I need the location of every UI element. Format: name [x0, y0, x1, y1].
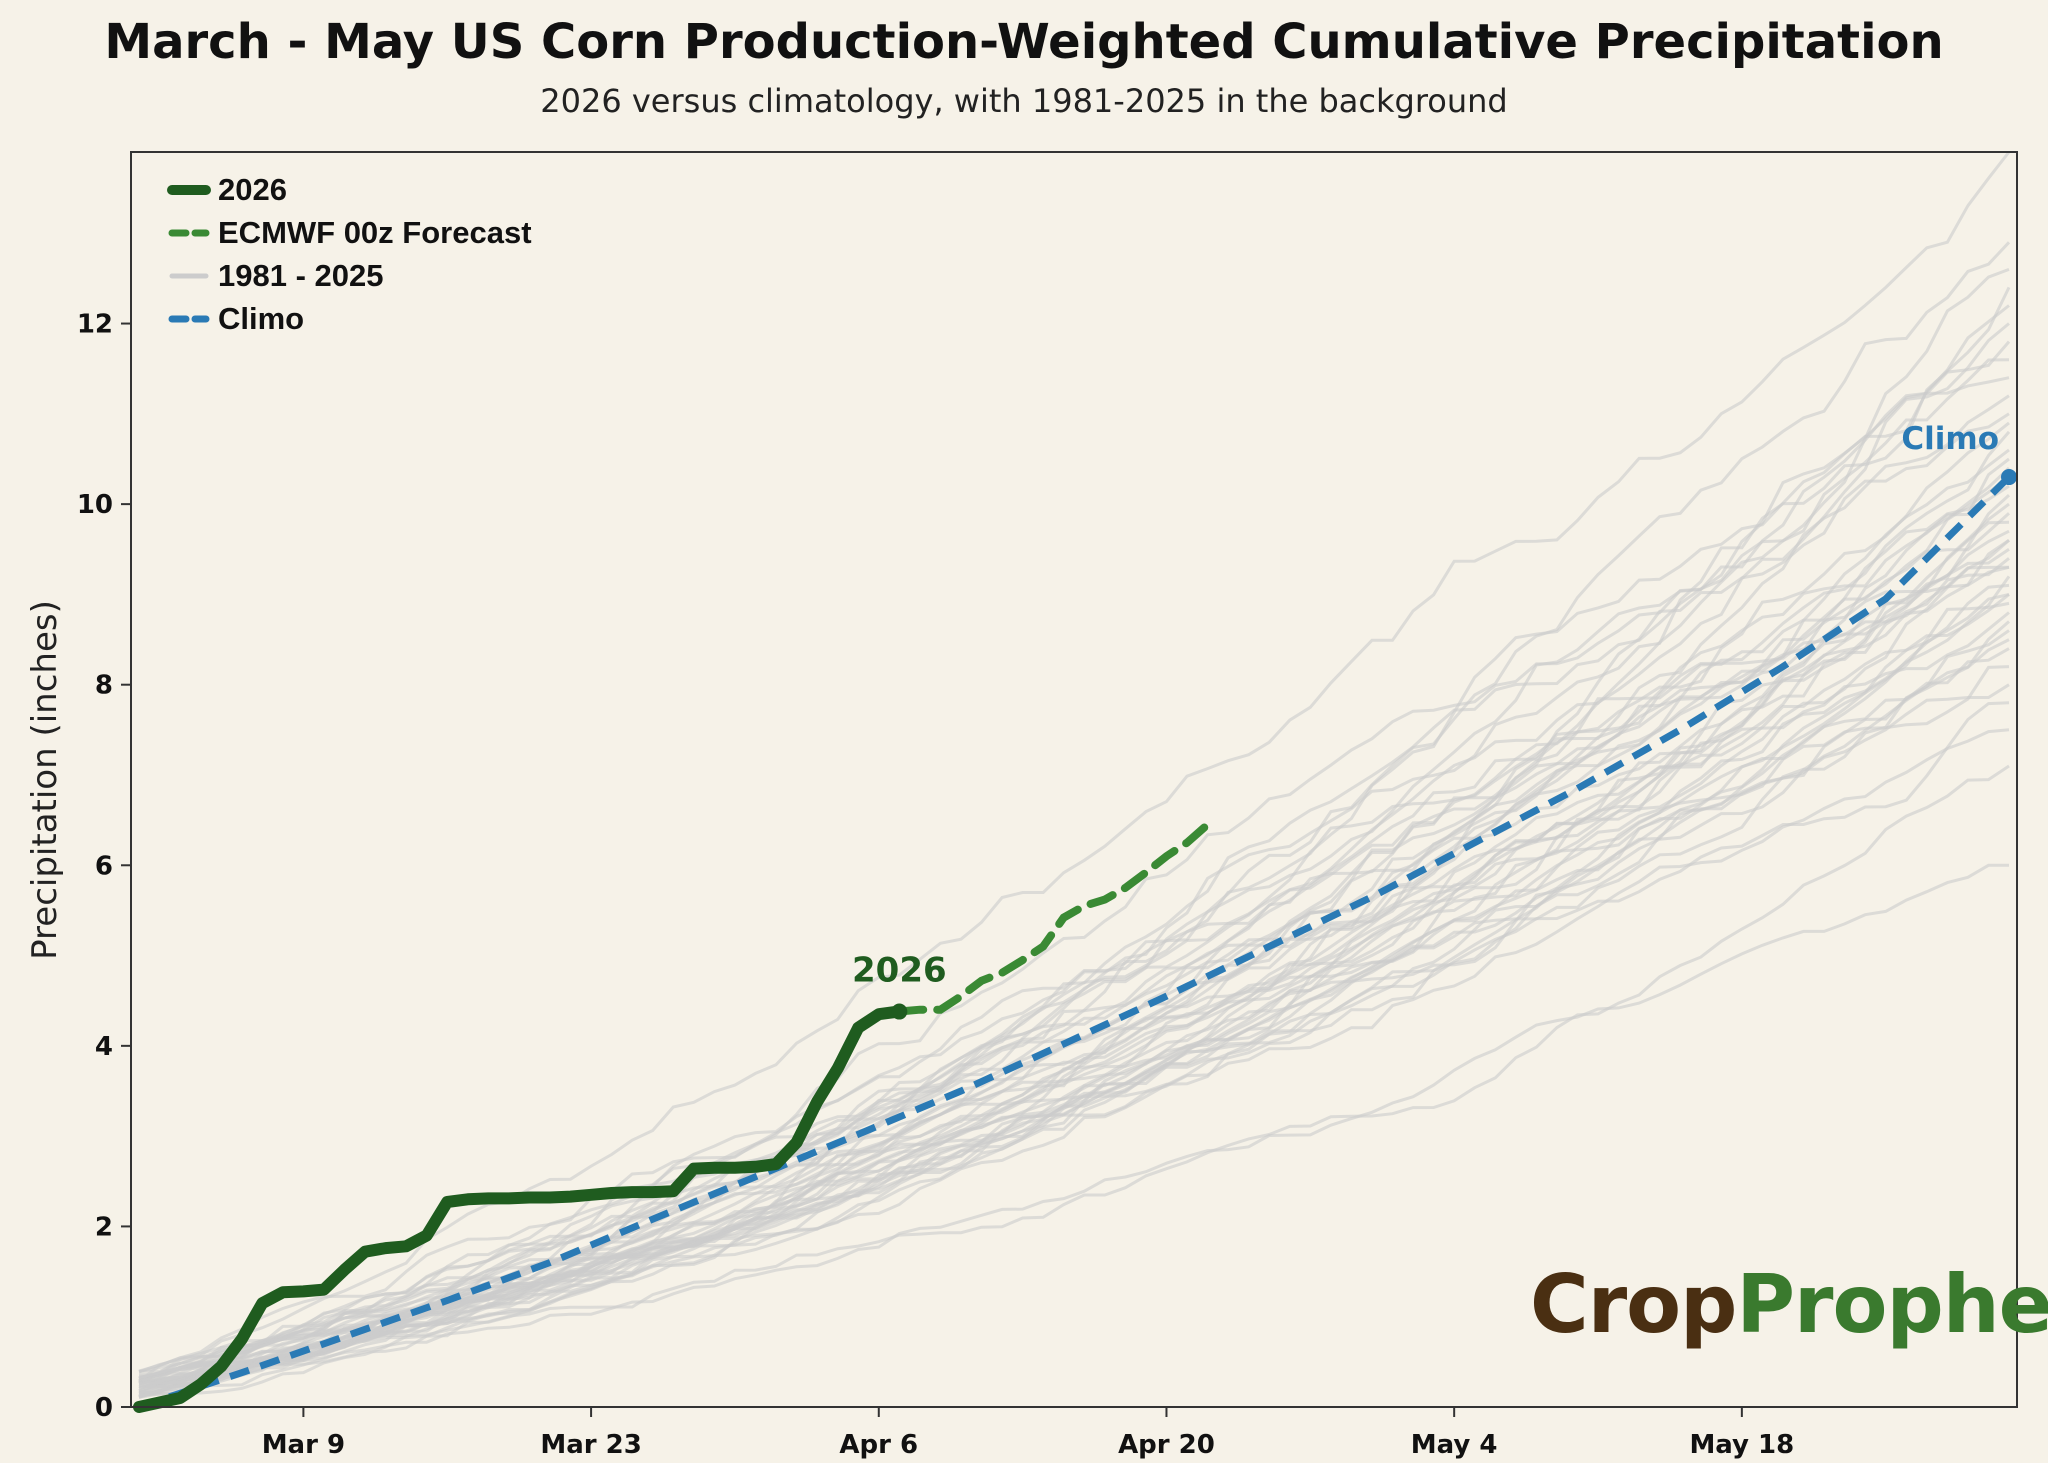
chart-title: March - May US Corn Production-Weighted … [104, 14, 1944, 70]
history-line [138, 322, 2010, 1384]
y-tick-label: 0 [95, 1393, 113, 1423]
climo-line [137, 474, 2012, 1411]
chart-subtitle: 2026 versus climatology, with 1981-2025 … [540, 82, 1508, 120]
history-line [138, 151, 2011, 1373]
history-line [138, 376, 2010, 1383]
history-line [138, 665, 2010, 1384]
y-tick-label: 12 [77, 310, 113, 340]
y-tick-label: 2 [95, 1212, 113, 1242]
y-tick-label: 6 [95, 851, 113, 881]
legend-label: 2026 [218, 172, 287, 207]
history-line [138, 466, 2011, 1397]
y-axis: 0 2 4 6 8 10 12 [77, 310, 131, 1423]
climo-endpoint [2001, 469, 2017, 486]
annotations: 2026 Climo [852, 421, 1999, 991]
history-line [138, 538, 2010, 1399]
history-line [138, 286, 2011, 1398]
annotation-climo: Climo [1901, 421, 1999, 457]
legend: 2026 ECMWF 00z Forecast 1981 - 2025 Climo [167, 172, 532, 336]
legend-label: ECMWF 00z Forecast [218, 215, 532, 250]
plot-frame [130, 151, 2018, 1408]
annotation-2026: 2026 [852, 951, 947, 991]
forecast-line [895, 820, 1212, 1016]
forecast-series [895, 820, 1212, 1016]
x-tick-label: May 4 [1411, 1430, 1498, 1460]
history-line [138, 421, 2010, 1380]
legend-label: 1981 - 2025 [218, 258, 383, 293]
y-tick-label: 10 [77, 490, 113, 520]
y-axis-label: Precipitation (inches) [25, 600, 65, 960]
legend-label: Climo [218, 301, 304, 336]
logo-prophet-text: Prophet [1736, 1258, 2048, 1351]
x-tick-label: Apr 6 [839, 1430, 918, 1460]
y-tick-label: 8 [95, 671, 113, 701]
history-line [138, 267, 2010, 1396]
x-tick-label: May 18 [1689, 1430, 1794, 1460]
x-tick-label: Apr 20 [1118, 1430, 1215, 1460]
history-line [138, 638, 2010, 1385]
history-line [138, 593, 2010, 1380]
history-line [138, 764, 2010, 1385]
logo-crop-text: Crop [1530, 1258, 1737, 1351]
climo-series [137, 469, 2017, 1411]
history-line [138, 304, 2010, 1398]
history-line [138, 358, 2010, 1399]
obs-endpoint [891, 1003, 908, 1020]
obs-series [133, 1003, 908, 1413]
cropprophet-logo: CropProphet [1530, 1265, 2048, 1345]
history-lines [138, 151, 2011, 1399]
history-line [139, 340, 2011, 1373]
y-tick-label: 4 [95, 1032, 113, 1062]
x-axis: Mar 9 Mar 23 Apr 6 Apr 20 May 4 May 18 [262, 1407, 1794, 1460]
obs-line [133, 1005, 906, 1413]
x-tick-label: Mar 23 [540, 1430, 641, 1460]
history-line [138, 448, 2010, 1399]
history-line [138, 475, 2010, 1393]
x-tick-label: Mar 9 [262, 1430, 345, 1460]
history-line [138, 565, 2010, 1380]
history-line [138, 565, 2010, 1381]
